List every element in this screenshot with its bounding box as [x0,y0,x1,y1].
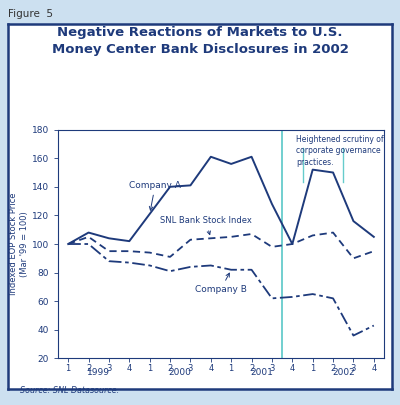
Text: Figure  5: Figure 5 [8,9,53,19]
Text: Company B: Company B [194,273,246,294]
Text: 2001: 2001 [250,368,273,377]
Text: 2002: 2002 [332,368,355,377]
Text: Source: SNL Datasource.: Source: SNL Datasource. [20,386,119,395]
Text: SNL Bank Stock Index: SNL Bank Stock Index [160,216,252,234]
Text: 2000: 2000 [169,368,192,377]
Text: Negative Reactions of Markets to U.S.
Money Center Bank Disclosures in 2002: Negative Reactions of Markets to U.S. Mo… [52,26,348,56]
Text: Company A: Company A [129,181,181,210]
Text: 1999: 1999 [87,368,110,377]
Text: Heightened scrutiny of
corporate governance
practices.: Heightened scrutiny of corporate governa… [296,135,384,166]
Y-axis label: Indexed EOP Stock Price
(Mar '99 = 100): Indexed EOP Stock Price (Mar '99 = 100) [9,193,29,295]
